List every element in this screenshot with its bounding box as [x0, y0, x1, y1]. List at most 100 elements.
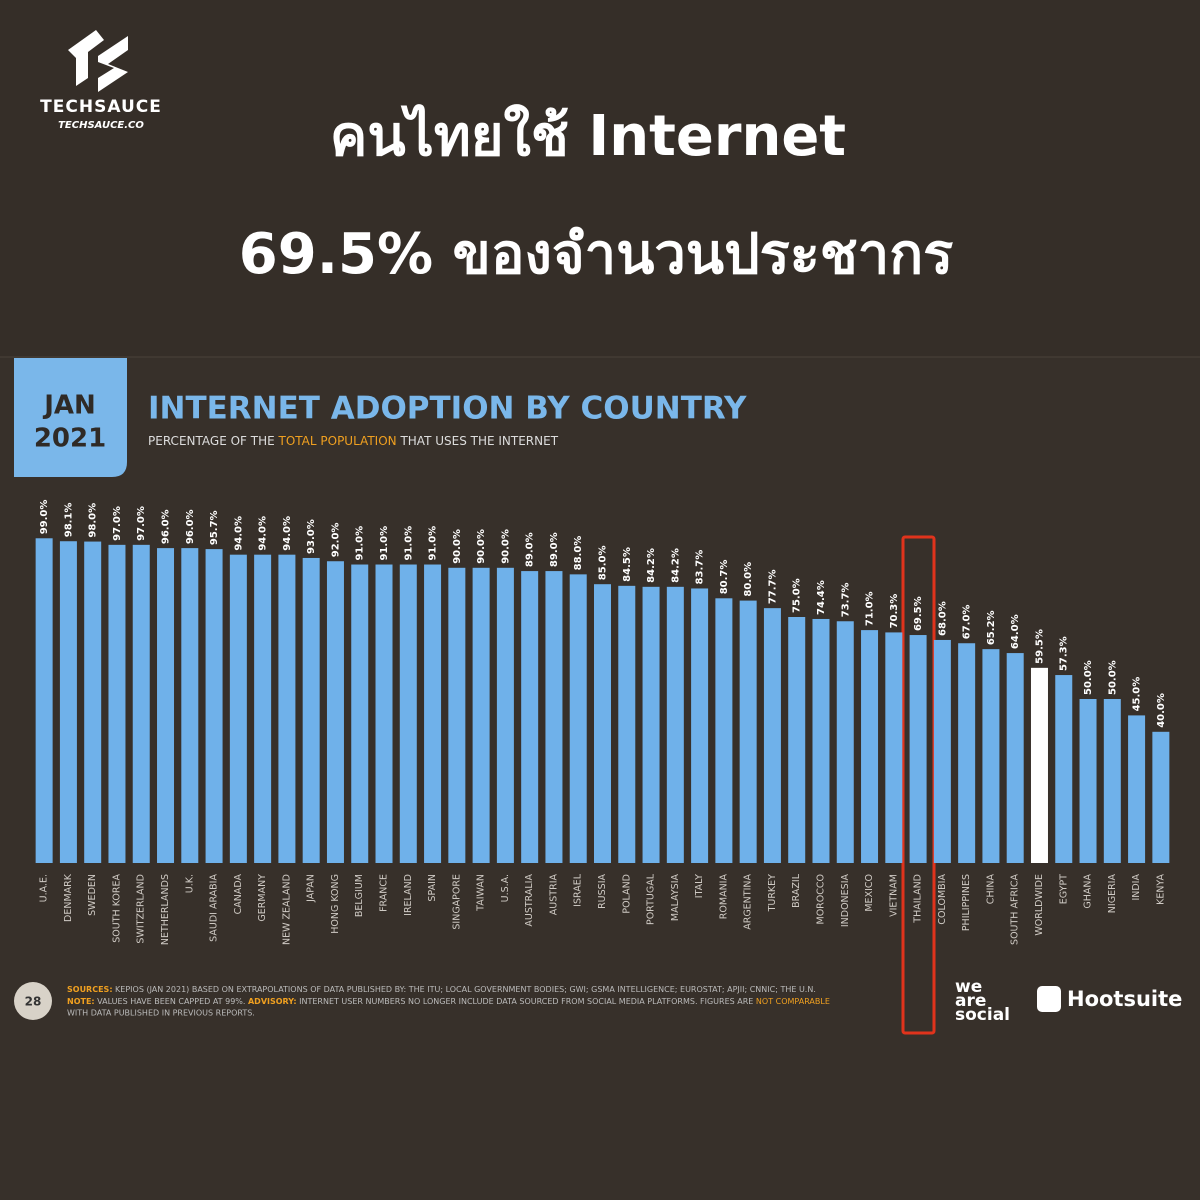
bar [59, 541, 77, 863]
bar [132, 544, 150, 863]
chart-title: INTERNET ADOPTION BY COUNTRY [148, 391, 747, 427]
x-tick-label: INDONESIA [840, 873, 851, 927]
page-number: 28 [25, 995, 42, 1009]
x-tick-label: BELGIUM [354, 874, 365, 917]
value-label: 98.1% [63, 503, 74, 538]
x-tick-label: KENYA [1155, 874, 1166, 905]
x-tick-label: ARGENTINA [743, 874, 754, 930]
bar [861, 630, 879, 863]
value-label: 94.0% [258, 516, 269, 551]
x-tick-label: PORTUGAL [646, 873, 657, 925]
x-tick-label: CANADA [233, 874, 244, 915]
x-tick-label: EGYPT [1058, 874, 1069, 904]
x-tick-label: SWITZERLAND [136, 874, 147, 944]
x-tick-label: SOUTH AFRICA [1010, 874, 1021, 945]
x-tick-label: GHANA [1083, 873, 1094, 908]
x-tick-label: POLAND [621, 874, 632, 914]
value-label: 99.0% [39, 500, 50, 535]
bar [181, 548, 199, 863]
subtitle-part: PERCENTAGE OF THE [148, 434, 279, 448]
value-label: 75.0% [792, 578, 803, 613]
bar [642, 586, 660, 863]
footnote-key: NOTE: [67, 997, 95, 1006]
x-tick-label: SINGAPORE [451, 874, 462, 930]
x-tick-label: GERMANY [257, 874, 268, 922]
bar [1030, 667, 1048, 863]
value-label: 97.0% [112, 506, 123, 541]
bar [666, 586, 684, 863]
bar [254, 554, 272, 863]
bar [35, 538, 53, 863]
value-label: 80.0% [743, 562, 754, 597]
bar [788, 617, 806, 863]
value-label: 92.0% [330, 523, 341, 558]
bar [1103, 699, 1121, 863]
x-tick-label: SAUDI ARABIA [209, 874, 220, 942]
value-label: 69.5% [913, 596, 924, 631]
headline: 69.5% ของจำนวนประชากร [239, 222, 953, 287]
bar [84, 541, 102, 863]
bar [1128, 715, 1146, 863]
value-label: 57.3% [1059, 636, 1070, 671]
bar [618, 585, 636, 863]
value-label: 90.0% [452, 529, 463, 564]
x-tick-label: JAPAN [306, 874, 317, 903]
value-label: 97.0% [136, 506, 147, 541]
x-tick-label: CHINA [985, 874, 996, 905]
headline: คนไทยใช้ Internet [330, 103, 846, 169]
x-tick-label: THAILAND [913, 874, 924, 924]
x-tick-label: ITALY [694, 874, 705, 898]
value-label: 74.4% [816, 580, 827, 615]
bar [229, 554, 247, 863]
bar [594, 584, 611, 863]
bar [739, 600, 757, 863]
hootsuite-icon [1037, 986, 1061, 1012]
value-label: 91.0% [428, 526, 439, 561]
x-tick-label: SOUTH KOREA [111, 874, 122, 943]
footnote-text: INTERNET USER NUMBERS NO LONGER INCLUDE … [297, 997, 756, 1006]
bar [933, 639, 951, 863]
value-label: 89.0% [525, 532, 536, 567]
footnote-highlight: NOT COMPARABLE [756, 997, 830, 1006]
bar [1055, 675, 1073, 863]
value-label: 96.0% [185, 509, 196, 544]
page-badge [14, 982, 52, 1020]
x-tick-label: NIGERIA [1107, 874, 1118, 914]
value-label: 90.0% [500, 529, 511, 564]
bar [424, 564, 442, 863]
value-label: 91.0% [379, 526, 390, 561]
value-label: 40.0% [1156, 693, 1167, 728]
value-label: 65.2% [986, 610, 997, 645]
bar [278, 554, 296, 863]
footnote: WITH DATA PUBLISHED IN PREVIOUS REPORTS. [67, 1009, 255, 1018]
value-label: 84.5% [622, 547, 633, 582]
footnote-text: KEPIOS (JAN 2021) BASED ON EXTRAPOLATION… [113, 985, 816, 994]
bar [326, 561, 344, 863]
bar [157, 548, 175, 863]
value-label: 94.0% [282, 516, 293, 551]
value-label: 89.0% [549, 532, 560, 567]
footnote-key: SOURCES: [67, 985, 113, 994]
x-tick-label: MOROCCO [815, 874, 826, 925]
bar [812, 618, 830, 863]
bar [375, 564, 393, 863]
bar [399, 564, 417, 863]
badge-year: 2021 [34, 424, 106, 454]
value-label: 64.0% [1010, 614, 1021, 649]
bar [521, 571, 539, 863]
bar [982, 649, 1000, 863]
x-tick-label: U.K. [184, 874, 195, 893]
bar [1079, 699, 1097, 863]
x-tick-label: TAIWAN [476, 874, 487, 912]
x-tick-label: TURKEY [767, 874, 778, 913]
x-tick-label: VIETNAM [888, 874, 899, 917]
bar [958, 643, 976, 863]
subtitle-part: THAT USES THE INTERNET [397, 434, 559, 448]
bar [302, 557, 320, 863]
value-label: 50.0% [1083, 660, 1094, 695]
logo-text: TECHSAUCE [40, 97, 162, 117]
x-tick-label: ISRAEL [573, 873, 584, 907]
value-label: 88.0% [573, 536, 584, 571]
logo-mark [68, 30, 128, 92]
